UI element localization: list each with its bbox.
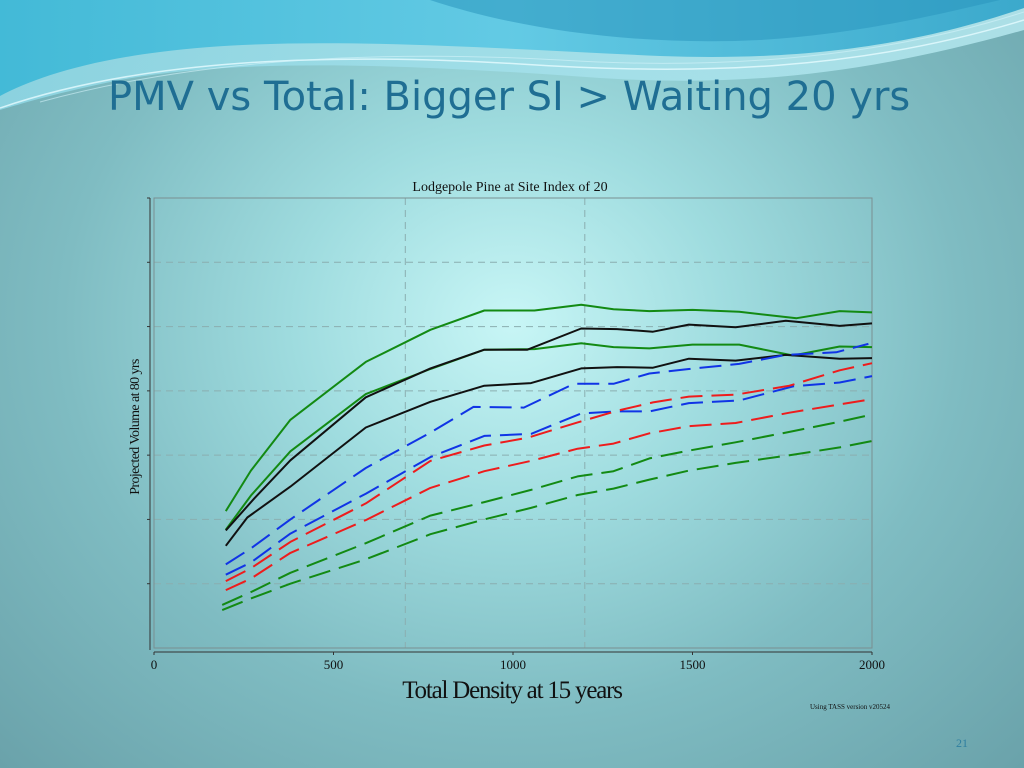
series-line-7 (225, 398, 873, 592)
series-line-0 (224, 303, 873, 512)
series-line-8 (221, 413, 873, 606)
x-tick-label-4: 2000 (859, 657, 885, 672)
chart-title: Lodgepole Pine at Site Index of 20 (412, 180, 607, 195)
x-tick-label-3: 1500 (680, 657, 706, 672)
plot-frame (153, 197, 873, 649)
series-line-2 (225, 319, 873, 532)
series-line-3 (225, 353, 873, 547)
grid-lines (154, 198, 872, 648)
series-line-6 (225, 362, 873, 582)
series-line-1 (224, 342, 873, 531)
series-line-9 (221, 440, 873, 612)
footnote: Using TASS version v20524 (810, 703, 891, 711)
wave-highlight-line (0, 19, 1024, 109)
x-axis-label: Total Density at 15 years (402, 677, 622, 704)
x-tick-label-1: 500 (324, 657, 344, 672)
series-line-4 (225, 342, 869, 566)
x-tick-label-2: 1000 (500, 657, 526, 672)
data-series (221, 303, 873, 612)
y-axis-label: Projected Volume at 80 yrs (128, 359, 143, 495)
series-line-5 (225, 375, 873, 576)
slide-title: PMV vs Total: Bigger SI > Waiting 20 yrs (108, 74, 911, 120)
wave-highlight-line-2 (39, 11, 1024, 103)
axes: 0 500 1000 1500 2000 (147, 197, 885, 672)
wave-top-swirl (430, 0, 1000, 42)
slide-number: 21 (956, 736, 968, 750)
x-tick-label-0: 0 (151, 657, 158, 672)
